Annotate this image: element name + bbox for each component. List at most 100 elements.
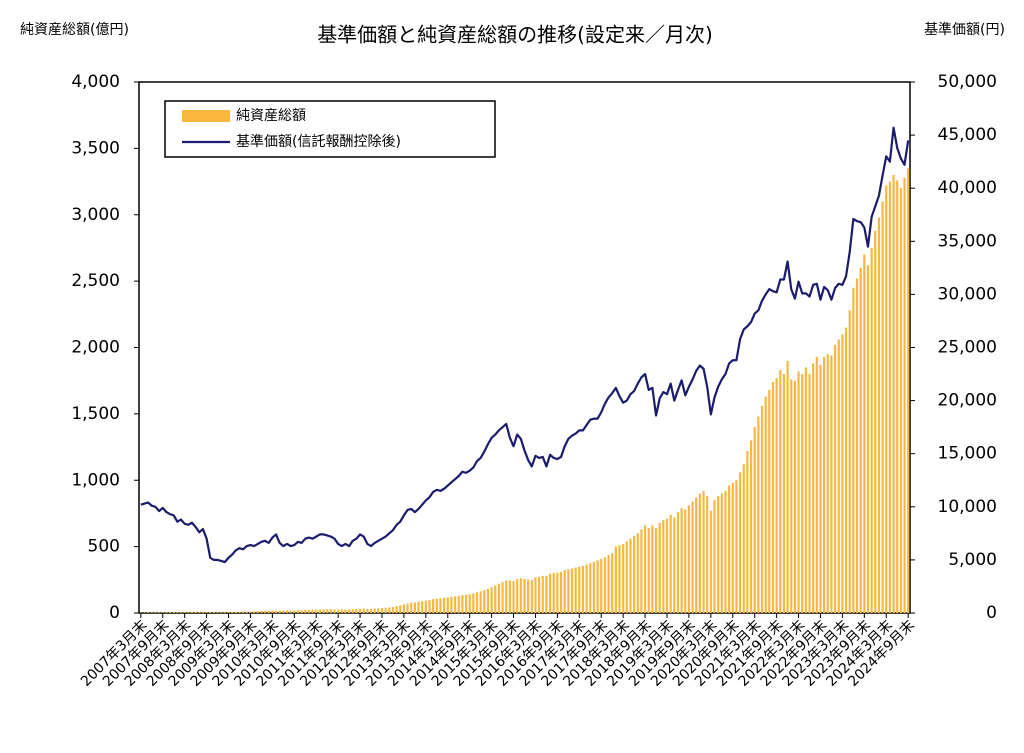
bar xyxy=(267,610,270,613)
bar xyxy=(483,590,486,613)
bar xyxy=(209,612,212,613)
bar xyxy=(852,287,855,613)
bar xyxy=(753,427,756,613)
bar xyxy=(775,378,778,613)
bar xyxy=(541,575,544,613)
bar xyxy=(337,609,340,613)
bar xyxy=(274,610,278,613)
line xyxy=(140,126,910,564)
bar xyxy=(172,612,175,613)
bar xyxy=(366,608,369,613)
bar xyxy=(479,591,482,613)
bar xyxy=(625,541,628,613)
bar xyxy=(249,611,252,613)
y-tick-label: 3,000 xyxy=(71,205,120,225)
y2-tick-label: 40,000 xyxy=(938,178,997,198)
bar xyxy=(457,595,460,613)
bar xyxy=(468,594,471,613)
bar xyxy=(527,579,530,613)
bar xyxy=(738,472,742,613)
bar xyxy=(680,508,683,613)
bar xyxy=(695,497,698,613)
bar xyxy=(687,505,691,613)
bar xyxy=(355,609,358,613)
bar xyxy=(238,611,241,613)
bar xyxy=(728,485,731,613)
bar xyxy=(154,612,157,613)
bar xyxy=(596,560,599,613)
bar xyxy=(391,606,395,613)
bar xyxy=(333,609,336,613)
y2-tick-label: 30,000 xyxy=(938,284,997,304)
bar xyxy=(731,482,734,613)
bar xyxy=(885,185,888,614)
bar xyxy=(570,568,574,613)
bar xyxy=(556,572,559,613)
bar xyxy=(307,609,311,613)
bar xyxy=(614,546,617,613)
y-tick-label: 2,000 xyxy=(71,338,120,358)
bar xyxy=(538,576,541,613)
bar xyxy=(486,588,490,613)
bar xyxy=(684,509,687,613)
bar xyxy=(147,612,150,613)
bar xyxy=(764,396,767,613)
bar xyxy=(848,310,851,613)
bar xyxy=(183,612,186,613)
bar xyxy=(823,356,826,613)
bar xyxy=(706,496,709,613)
bar xyxy=(709,510,712,613)
bar xyxy=(717,496,720,613)
bar xyxy=(150,612,153,613)
bar xyxy=(698,493,701,613)
bar xyxy=(622,543,625,613)
bar xyxy=(289,610,292,613)
bar xyxy=(260,611,263,613)
bar xyxy=(523,579,526,613)
legend-swatch xyxy=(182,110,230,122)
bar xyxy=(892,174,895,614)
bar xyxy=(461,595,464,613)
bar xyxy=(187,612,190,613)
bar xyxy=(896,180,899,614)
y2-tick-label: 0 xyxy=(986,603,997,623)
bar xyxy=(194,612,197,613)
y-tick-label: 3,500 xyxy=(71,138,120,158)
y-tick-label: 4,000 xyxy=(71,72,120,92)
bar xyxy=(439,598,442,613)
bar xyxy=(844,327,848,613)
bar xyxy=(658,522,661,613)
bar xyxy=(665,518,669,613)
y2-tick-label: 45,000 xyxy=(938,125,997,145)
bar xyxy=(344,609,347,613)
bar xyxy=(165,612,168,613)
bar xyxy=(662,520,665,613)
bar xyxy=(358,608,362,613)
bar xyxy=(804,367,807,613)
chart-title: 基準価額と純資産総額の推移(設定来／月次) xyxy=(317,23,713,47)
bar xyxy=(432,599,435,613)
bar xyxy=(519,578,522,613)
bar xyxy=(790,379,793,613)
bar xyxy=(373,608,376,613)
y-tick-label: 500 xyxy=(88,537,120,557)
bar xyxy=(512,581,515,613)
bar xyxy=(326,609,329,613)
bar xyxy=(231,612,234,613)
legend-label: 基準価額(信託報酬控除後) xyxy=(236,133,401,150)
bar xyxy=(410,602,413,613)
bar xyxy=(812,363,815,613)
bar xyxy=(417,601,420,613)
bar xyxy=(198,612,201,613)
bar xyxy=(877,217,881,613)
bar xyxy=(841,334,844,613)
bar xyxy=(278,610,281,613)
bar xyxy=(472,593,475,613)
bar xyxy=(567,569,570,613)
bar xyxy=(315,609,318,613)
bar xyxy=(899,188,902,613)
bar xyxy=(746,451,749,613)
bar xyxy=(395,606,398,613)
bar xyxy=(633,536,636,613)
